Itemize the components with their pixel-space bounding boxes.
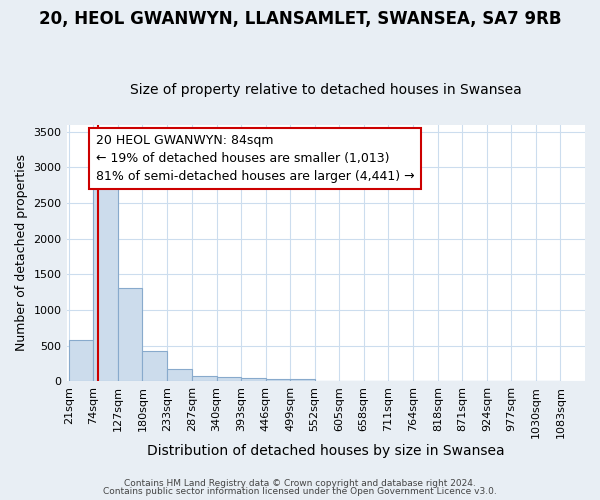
Bar xyxy=(118,288,142,381)
Text: Contains public sector information licensed under the Open Government Licence v3: Contains public sector information licen… xyxy=(103,487,497,496)
X-axis label: Distribution of detached houses by size in Swansea: Distribution of detached houses by size … xyxy=(147,444,505,458)
Bar xyxy=(290,378,314,381)
Title: Size of property relative to detached houses in Swansea: Size of property relative to detached ho… xyxy=(130,83,521,97)
Text: 20 HEOL GWANWYN: 84sqm
← 19% of detached houses are smaller (1,013)
81% of semi-: 20 HEOL GWANWYN: 84sqm ← 19% of detached… xyxy=(96,134,415,183)
Bar xyxy=(192,376,217,381)
Bar xyxy=(266,378,290,381)
Bar xyxy=(69,340,94,381)
Bar xyxy=(167,369,191,381)
Bar xyxy=(142,352,167,381)
Bar xyxy=(94,171,118,381)
Y-axis label: Number of detached properties: Number of detached properties xyxy=(15,154,28,352)
Text: Contains HM Land Registry data © Crown copyright and database right 2024.: Contains HM Land Registry data © Crown c… xyxy=(124,478,476,488)
Text: 20, HEOL GWANWYN, LLANSAMLET, SWANSEA, SA7 9RB: 20, HEOL GWANWYN, LLANSAMLET, SWANSEA, S… xyxy=(39,10,561,28)
Bar xyxy=(241,378,266,381)
Bar xyxy=(217,378,241,381)
